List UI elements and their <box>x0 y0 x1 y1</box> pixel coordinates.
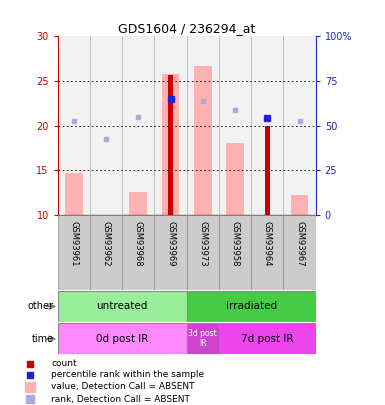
Bar <box>58 291 187 322</box>
Text: GSM93973: GSM93973 <box>198 221 208 266</box>
Text: 0d post IR: 0d post IR <box>96 334 149 344</box>
Text: other: other <box>28 301 54 311</box>
Bar <box>251 215 283 290</box>
Bar <box>283 36 316 215</box>
Text: GSM93962: GSM93962 <box>102 221 110 266</box>
Text: rank, Detection Call = ABSENT: rank, Detection Call = ABSENT <box>51 394 190 404</box>
Bar <box>58 323 187 354</box>
Bar <box>187 215 219 290</box>
Bar <box>58 215 90 290</box>
Bar <box>58 36 90 215</box>
Bar <box>219 36 251 215</box>
Bar <box>168 75 173 215</box>
Bar <box>187 291 316 322</box>
Bar <box>90 36 122 215</box>
Bar <box>122 215 154 290</box>
Bar <box>219 215 251 290</box>
Text: time: time <box>32 334 54 344</box>
Text: untreated: untreated <box>97 301 148 311</box>
Bar <box>154 215 187 290</box>
Text: irradiated: irradiated <box>226 301 277 311</box>
Bar <box>226 143 244 215</box>
Bar <box>219 323 316 354</box>
Text: GSM93967: GSM93967 <box>295 221 304 266</box>
Text: GSM93958: GSM93958 <box>231 221 239 266</box>
Text: percentile rank within the sample: percentile rank within the sample <box>51 370 204 379</box>
Text: GSM93961: GSM93961 <box>69 221 79 266</box>
Bar <box>90 215 122 290</box>
Bar <box>129 192 147 215</box>
Bar <box>251 36 283 215</box>
Bar <box>194 66 212 215</box>
Text: GSM93964: GSM93964 <box>263 221 272 266</box>
Text: GSM93969: GSM93969 <box>166 221 175 266</box>
Text: 7d post IR: 7d post IR <box>241 334 294 344</box>
Title: GDS1604 / 236294_at: GDS1604 / 236294_at <box>118 22 255 35</box>
Text: value, Detection Call = ABSENT: value, Detection Call = ABSENT <box>51 382 195 391</box>
Bar <box>187 36 219 215</box>
Bar <box>283 215 316 290</box>
Text: GSM93968: GSM93968 <box>134 221 143 266</box>
Bar <box>291 195 308 215</box>
Text: count: count <box>51 359 77 368</box>
Bar <box>122 36 154 215</box>
Bar <box>65 173 83 215</box>
Text: 3d post
IR: 3d post IR <box>189 329 217 348</box>
Bar <box>187 323 219 354</box>
Bar <box>162 74 179 215</box>
Bar <box>154 36 187 215</box>
Bar <box>265 126 270 215</box>
